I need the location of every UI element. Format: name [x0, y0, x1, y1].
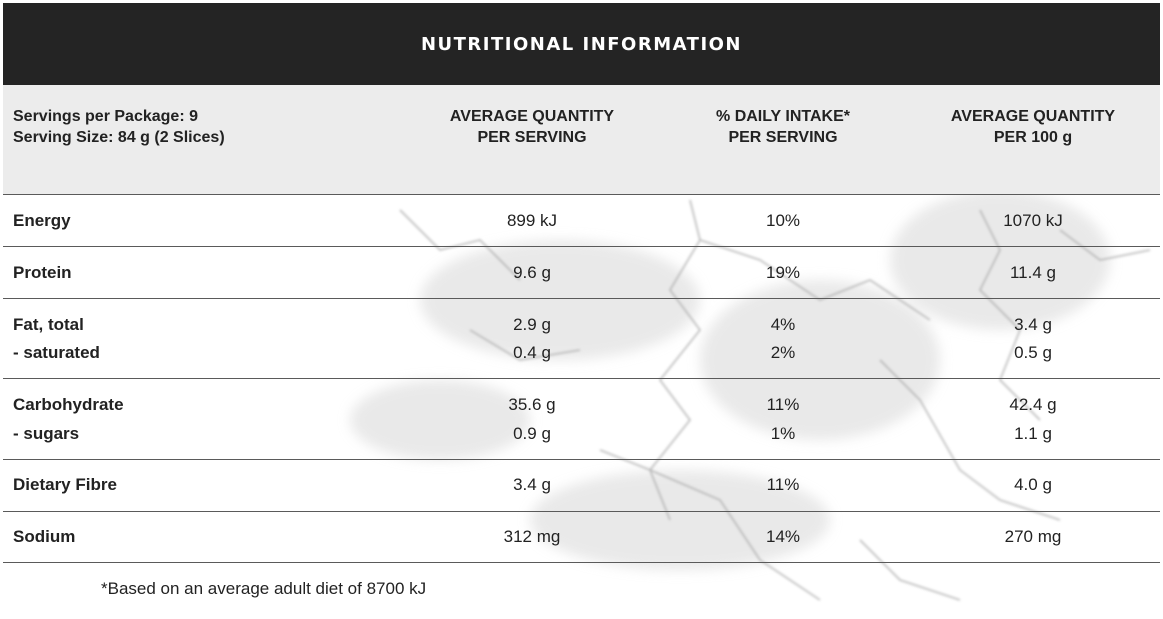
per-100g-value: 42.4 g	[1009, 395, 1057, 414]
per-100g-value: 4.0 g	[1014, 475, 1052, 494]
daily-intake-value: 4%	[770, 315, 796, 334]
sub-daily-intake-value: 1%	[770, 424, 796, 443]
daily-intake-value: 11%	[766, 475, 800, 494]
per-100g-value: 270 mg	[1004, 527, 1062, 546]
per-serving-value: 35.6 g	[508, 395, 556, 414]
per-serving-value: 9.6 g	[513, 263, 551, 282]
per-serving-value: 2.9 g	[513, 315, 551, 334]
per-serving-value: 3.4 g	[513, 475, 551, 494]
sub-row-label: - sugars	[13, 424, 80, 443]
serving-size: Serving Size: 84 g (2 Slices)	[13, 129, 225, 146]
sub-row-label: - saturated	[13, 343, 100, 362]
footnote: *Based on an average adult diet of 8700 …	[101, 579, 427, 598]
daily-intake-value: 14%	[765, 527, 801, 546]
sub-per-serving-value: 0.9 g	[513, 424, 551, 443]
header-per-100g: AVERAGE QUANTITY PER 100 g	[950, 108, 1116, 146]
row-label: Dietary Fibre	[13, 475, 117, 494]
per-serving-value: 312 mg	[503, 527, 561, 546]
sub-per-100g-value: 0.5 g	[1014, 343, 1052, 362]
table-row: Protein 9.6 g 19% 11.4 g	[3, 247, 1160, 299]
per-100g-value: 1070 kJ	[1003, 211, 1063, 230]
daily-intake-value: 10%	[765, 211, 801, 230]
row-label: Energy	[13, 211, 71, 230]
sub-daily-intake-value: 2%	[770, 343, 796, 362]
per-100g-value: 3.4 g	[1014, 315, 1052, 334]
per-serving-value: 899 kJ	[506, 211, 558, 230]
nutrition-panel: NUTRITIONAL INFORMATION Servings per Pac…	[3, 3, 1160, 619]
per-100g-value: 11.4 g	[1009, 263, 1056, 282]
row-label: Protein	[13, 263, 72, 282]
table-row: Carbohydrate 35.6 g 11% 42.4 g - sugars …	[3, 379, 1160, 460]
row-label: Carbohydrate	[13, 395, 124, 414]
table-row: Fat, total 2.9 g 4% 3.4 g - saturated 0.…	[3, 299, 1160, 379]
serving-info: Servings per Package: 9 Serving Size: 84…	[13, 106, 225, 148]
title-bar: NUTRITIONAL INFORMATION	[3, 3, 1160, 85]
table-row: Dietary Fibre 3.4 g 11% 4.0 g	[3, 460, 1160, 512]
daily-intake-value: 11%	[766, 395, 800, 414]
sub-per-100g-value: 1.1 g	[1014, 424, 1052, 443]
sub-per-serving-value: 0.4 g	[513, 343, 551, 362]
row-label: Fat, total	[13, 315, 84, 334]
row-label: Sodium	[13, 527, 76, 546]
daily-intake-value: 19%	[765, 263, 801, 282]
table-row: Energy 899 kJ 10% 1070 kJ	[3, 195, 1160, 247]
header-per-serving: AVERAGE QUANTITY PER SERVING	[449, 108, 615, 146]
header-daily-intake: % DAILY INTAKE* PER SERVING	[716, 108, 850, 146]
page-title: NUTRITIONAL INFORMATION	[420, 33, 743, 55]
table-row: Sodium 312 mg 14% 270 mg	[3, 512, 1160, 563]
table-header: Servings per Package: 9 Serving Size: 84…	[3, 85, 1160, 195]
servings-per-package: Servings per Package: 9	[13, 108, 198, 125]
